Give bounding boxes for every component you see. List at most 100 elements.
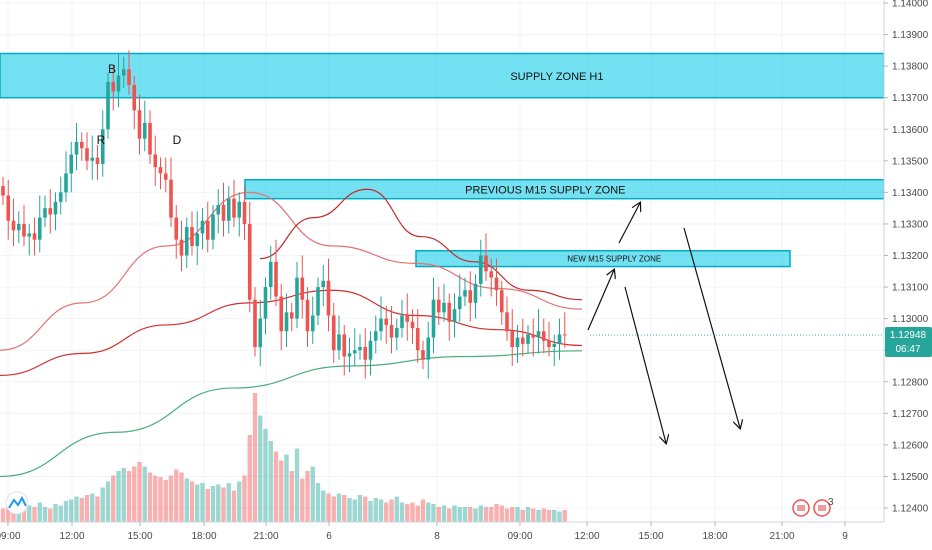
ma-slow-line bbox=[0, 289, 583, 377]
candle-body bbox=[226, 198, 231, 221]
candle-body bbox=[95, 157, 100, 164]
volume-bar bbox=[221, 487, 226, 522]
candle-body bbox=[536, 331, 541, 338]
volume-bar bbox=[105, 481, 111, 522]
price-tick-label: 1.13300 bbox=[892, 219, 929, 230]
candle-body bbox=[316, 287, 320, 316]
volume-bar bbox=[11, 507, 16, 522]
volume-bar bbox=[363, 496, 368, 522]
candle-body bbox=[279, 296, 284, 332]
candle-body bbox=[284, 312, 289, 332]
candle-body bbox=[53, 201, 58, 215]
candle-body bbox=[48, 208, 53, 215]
candle-body bbox=[16, 223, 21, 231]
volume-bar bbox=[100, 487, 105, 522]
candle-body bbox=[137, 110, 142, 139]
candle-body bbox=[111, 81, 116, 92]
price-axis[interactable]: 1.12400 1.12500 1.12600 1.12700 1.12800 1.129… bbox=[590, 0, 932, 550]
volume-bar bbox=[48, 508, 53, 522]
price-tick-label: 1.12600 bbox=[892, 440, 929, 451]
moving-averages bbox=[0, 188, 583, 478]
candle-body bbox=[200, 220, 205, 234]
volume-bar bbox=[368, 501, 373, 522]
candle-body bbox=[331, 315, 336, 351]
volume-bar bbox=[331, 496, 336, 522]
candle-body bbox=[274, 261, 278, 297]
volume-bar bbox=[74, 496, 79, 522]
volume-bar bbox=[111, 475, 116, 522]
ma-mid-line bbox=[0, 191, 583, 351]
projection-arrow bbox=[587, 270, 614, 331]
candle-body bbox=[347, 353, 352, 357]
flag-mark bbox=[818, 505, 826, 511]
candle-body bbox=[148, 122, 152, 155]
volume-bar bbox=[441, 505, 447, 522]
volume-bar bbox=[510, 507, 515, 522]
volume-bar bbox=[231, 490, 237, 522]
supply-zone-box[interactable] bbox=[0, 52, 885, 99]
volume-bar bbox=[27, 505, 32, 522]
volume-bar bbox=[384, 502, 389, 522]
volume-bar bbox=[84, 495, 90, 522]
volume-bar bbox=[389, 499, 394, 522]
volume-bar bbox=[258, 415, 263, 522]
volume-bar bbox=[200, 483, 205, 522]
volume-bar bbox=[315, 483, 321, 522]
volume-bar bbox=[189, 481, 195, 522]
candle-body bbox=[562, 334, 567, 336]
supply-zone-box[interactable] bbox=[415, 250, 791, 268]
time-axis[interactable]: 09:00 12:00 15:00 18:00 21:00 6 8 09:00 12:00 15:… bbox=[0, 521, 932, 550]
candle-body bbox=[179, 239, 184, 256]
volume-bar bbox=[90, 493, 95, 522]
candle-body bbox=[552, 343, 557, 348]
price-tick-label: 1.12800 bbox=[892, 377, 929, 388]
volume-bar bbox=[116, 471, 121, 522]
volume-bar bbox=[520, 510, 525, 522]
candle-body bbox=[58, 192, 63, 202]
price-tick-label: 1.12500 bbox=[892, 472, 929, 483]
volume-bar bbox=[541, 508, 546, 522]
volume-bar bbox=[415, 505, 420, 522]
candle-body bbox=[468, 290, 473, 303]
volume-bar bbox=[373, 498, 378, 522]
candle-body bbox=[74, 141, 79, 155]
volume-bar bbox=[536, 510, 541, 522]
time-tick-label: 09:00 bbox=[0, 531, 21, 542]
pattern-label-d: D bbox=[173, 133, 182, 147]
price-tick-label: 1.14000 bbox=[892, 0, 929, 10]
candle-body bbox=[237, 201, 242, 218]
volume-bar bbox=[79, 498, 84, 522]
candle-body bbox=[190, 227, 194, 247]
price-tick-label: 1.12700 bbox=[892, 409, 929, 420]
tradingview-logo[interactable]: 3 bbox=[5, 491, 834, 517]
candle-body bbox=[394, 328, 399, 338]
price-tick-label: 1.13400 bbox=[892, 188, 929, 199]
time-tick-label: 18:00 bbox=[191, 531, 216, 542]
candle-body bbox=[326, 280, 331, 316]
volume-bar bbox=[294, 448, 300, 522]
volume-bar bbox=[447, 508, 452, 522]
projection-arrow bbox=[624, 286, 666, 443]
event-count-badge: 3 bbox=[828, 497, 834, 508]
volume-bar bbox=[546, 510, 552, 522]
volume-bar bbox=[426, 502, 431, 522]
current-price-badge bbox=[885, 327, 932, 358]
candle-body bbox=[27, 233, 32, 237]
candle-body bbox=[368, 340, 373, 360]
volume-bar bbox=[21, 510, 27, 522]
volume-bar bbox=[242, 475, 247, 522]
candle-body bbox=[85, 148, 89, 161]
supply-zone-label: PREVIOUS M15 SUPPLY ZONE bbox=[465, 184, 625, 196]
volume-bar bbox=[16, 508, 21, 522]
time-tick-label: 12:00 bbox=[574, 531, 599, 542]
candle-body bbox=[242, 201, 247, 224]
candle-body bbox=[6, 195, 11, 221]
volume-bar bbox=[352, 499, 357, 522]
volume-bar bbox=[163, 480, 168, 522]
candle-body bbox=[253, 299, 257, 348]
volume-bar bbox=[273, 451, 279, 522]
volume-bar bbox=[557, 511, 562, 522]
volume-bar bbox=[399, 502, 405, 522]
volume-bar bbox=[405, 504, 410, 522]
